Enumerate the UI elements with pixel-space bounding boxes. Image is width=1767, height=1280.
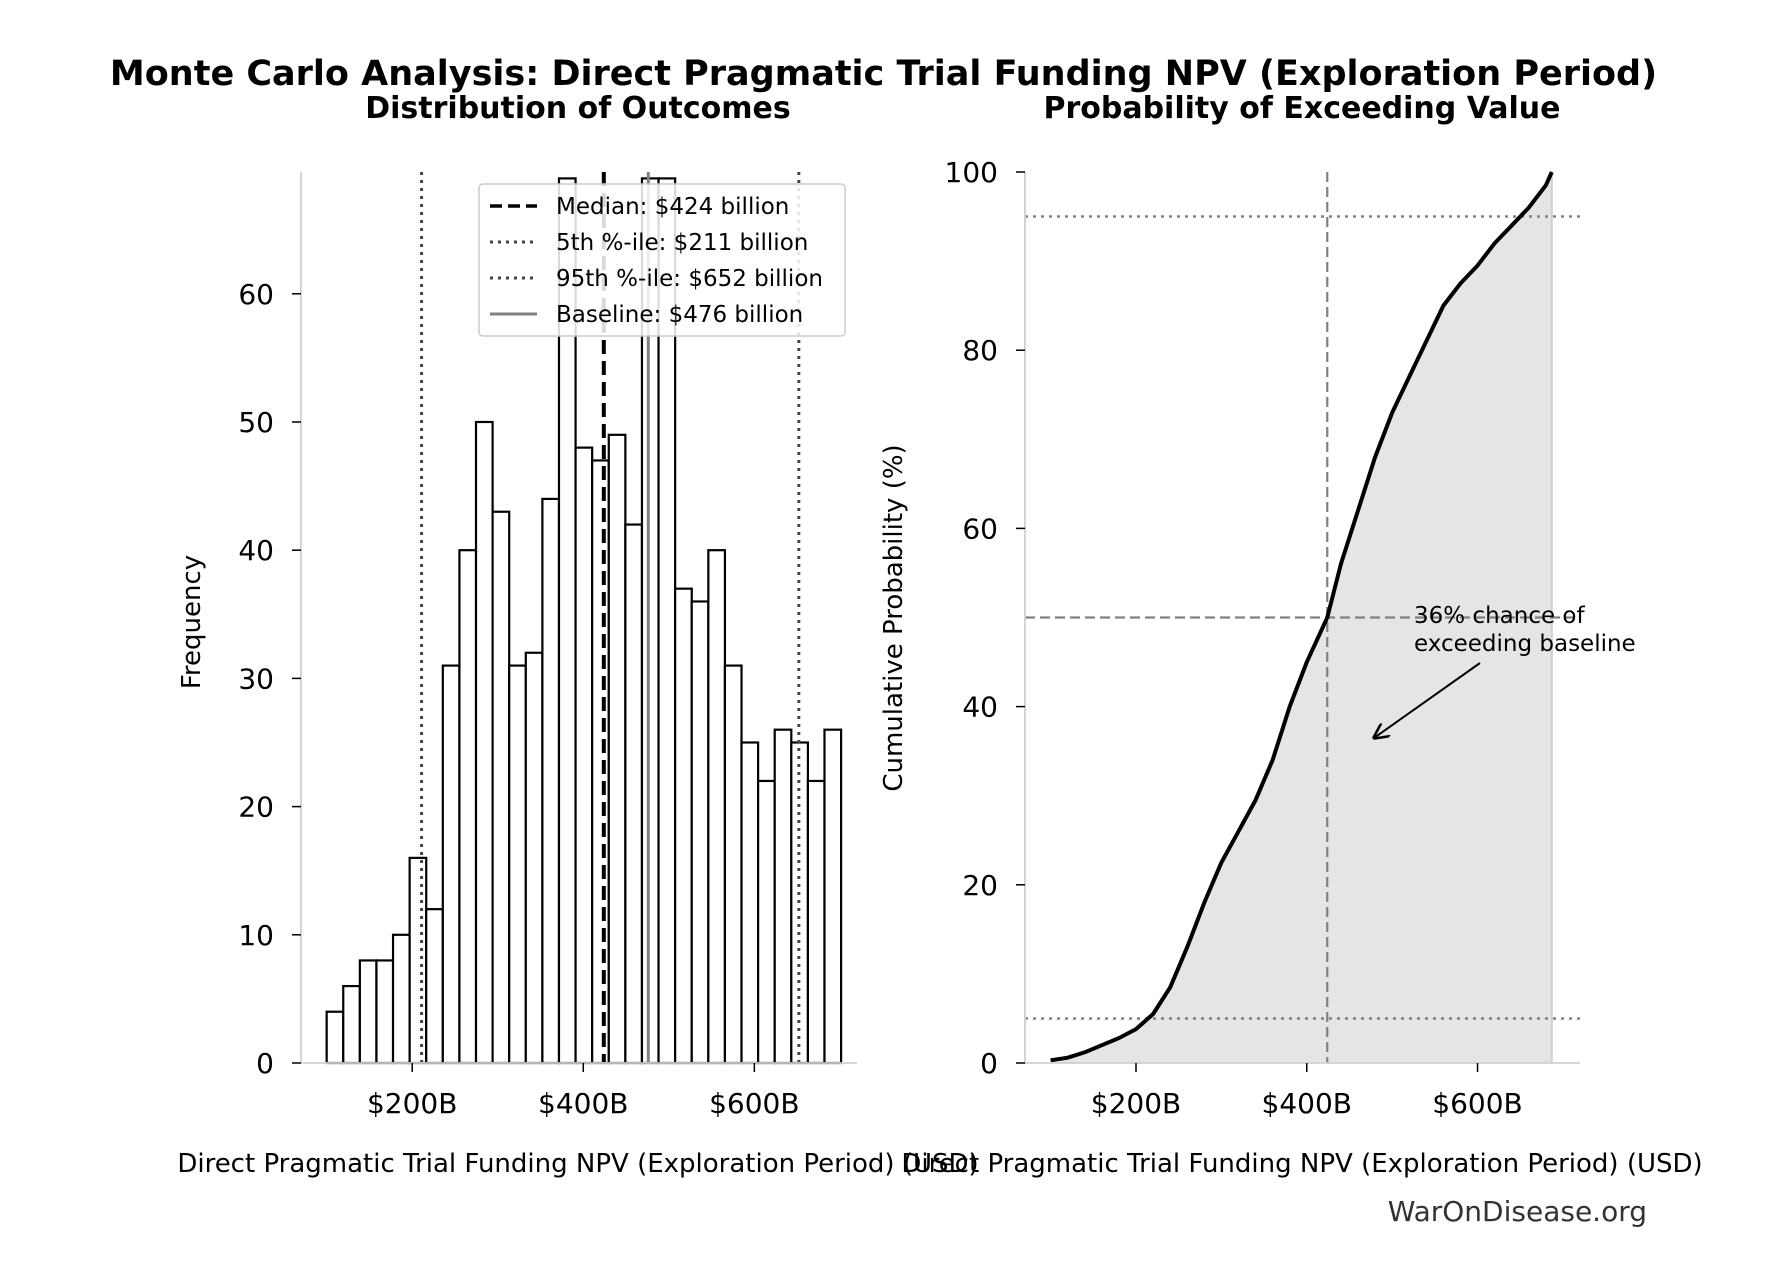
histogram-bar (458, 549, 478, 1065)
annotation-line-2: exceeding baseline (1414, 631, 1636, 657)
histogram-bar (408, 856, 428, 1065)
y-tick-label: 100 (945, 156, 998, 189)
watermark: WarOnDisease.org (1388, 1195, 1647, 1228)
probability-x-ticks: $200B $400B $600B (1091, 1063, 1523, 1120)
histogram-bar (358, 959, 378, 1065)
histogram-bar (325, 1010, 345, 1065)
x-tick-label: $600B (1432, 1087, 1522, 1120)
y-tick-label: 40 (238, 534, 274, 567)
legend-frame (478, 183, 846, 337)
histogram-bar (740, 741, 760, 1065)
histogram-x-label: Direct Pragmatic Trial Funding NPV (Expl… (177, 1149, 978, 1179)
x-tick-label: $200B (367, 1087, 457, 1120)
probability-panel: Probability of Exceeding Value 0 20 40 60 80… (879, 91, 1703, 1179)
histogram-bar (391, 933, 411, 1065)
histogram-bar (441, 664, 461, 1065)
histogram-bar (425, 908, 444, 1065)
histogram-bar (524, 651, 544, 1065)
histogram-bar (806, 779, 826, 1065)
histogram-bar (823, 728, 843, 1065)
histogram-bar (690, 600, 710, 1065)
histogram-bar (723, 664, 743, 1065)
histogram-bar (342, 984, 361, 1065)
histogram-bar (707, 549, 727, 1065)
histogram-bar (624, 523, 644, 1065)
probability-y-label: Cumulative Probability (%) (879, 444, 909, 791)
histogram-y-ticks: 0 10 20 30 40 50 60 (238, 278, 301, 1080)
histogram-title: Distribution of Outcomes (365, 91, 791, 126)
histogram-bar (508, 664, 527, 1065)
y-tick-label: 60 (238, 278, 274, 311)
y-tick-label: 20 (962, 869, 998, 902)
x-tick-label: $600B (709, 1087, 799, 1120)
histogram-bar (541, 497, 561, 1065)
histogram-legend: Median: $424 billion 5th %-ile: $211 bil… (478, 183, 846, 337)
x-tick-label: $400B (538, 1087, 628, 1120)
histogram-y-label: Frequency (177, 555, 207, 689)
y-tick-label: 20 (238, 791, 274, 824)
y-tick-label: 60 (962, 512, 998, 545)
annotation-arrow (1374, 662, 1481, 738)
histogram-bar (574, 446, 594, 1065)
histogram-bar (773, 728, 793, 1065)
probability-curve (1050, 171, 1554, 1063)
histogram-panel: Distribution of Outcomes 0 10 20 30 40 50 60 $… (177, 91, 979, 1179)
x-tick-label: $200B (1091, 1087, 1181, 1120)
y-tick-label: 0 (980, 1047, 998, 1080)
histogram-bar (757, 779, 776, 1065)
y-tick-label: 10 (238, 919, 274, 952)
histogram-bar (607, 433, 627, 1065)
probability-title: Probability of Exceeding Value (1043, 91, 1560, 126)
legend-median-label: Median: $424 billion (556, 194, 789, 220)
histogram-bar (474, 420, 494, 1065)
probability-x-label: Direct Pragmatic Trial Funding NPV (Expl… (901, 1149, 1702, 1179)
histogram-x-ticks: $200B $400B $600B (367, 1063, 800, 1120)
y-tick-label: 50 (238, 406, 274, 439)
y-tick-label: 0 (256, 1047, 274, 1080)
x-tick-label: $400B (1262, 1087, 1352, 1120)
legend-baseline-label: Baseline: $476 billion (556, 302, 803, 328)
probability-fill-area (1050, 172, 1552, 1063)
histogram-bar (674, 587, 693, 1065)
annotation-line-1: 36% chance of (1414, 603, 1586, 629)
y-tick-label: 30 (238, 662, 274, 695)
histogram-bar (591, 459, 610, 1065)
histogram-bar (491, 510, 511, 1065)
y-tick-label: 80 (962, 334, 998, 367)
legend-p5-label: 5th %-ile: $211 billion (556, 230, 808, 256)
figure-title: Monte Carlo Analysis: Direct Pragmatic T… (110, 54, 1657, 94)
histogram-bar (375, 959, 395, 1065)
probability-y-ticks: 0 20 40 60 80 100 (945, 156, 1025, 1080)
probability-reference-lines (1025, 172, 1580, 1063)
y-tick-label: 40 (962, 691, 998, 724)
legend-p95-label: 95th %-ile: $652 billion (556, 266, 823, 292)
